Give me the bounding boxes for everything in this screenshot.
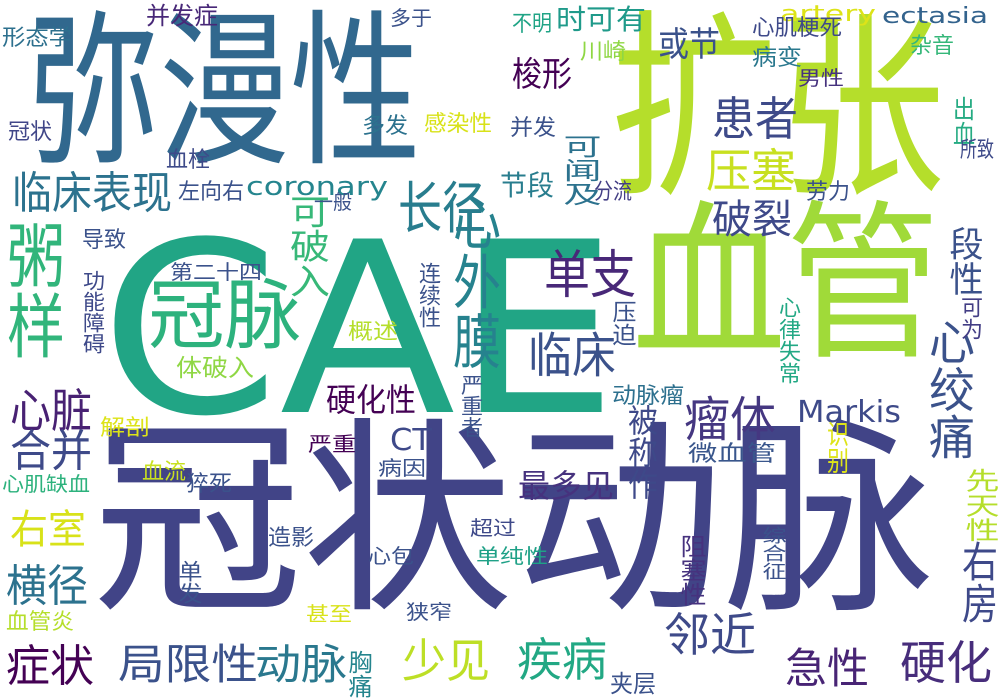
word-24: 动脉 [255, 640, 347, 689]
word-5: 血管 [632, 186, 940, 384]
word-22: 症状 [6, 641, 94, 692]
word-57: 多发 [362, 114, 408, 139]
word-27: 邻近 [664, 608, 756, 662]
word-19: 合并 [10, 426, 92, 477]
word-23: 局限性 [118, 640, 258, 689]
word-60: 所致 [960, 138, 994, 163]
word-68: 功能障碍 [79, 270, 104, 354]
word-7: 粥样 [0, 220, 65, 360]
word-96: 胸痛 [344, 650, 372, 698]
word-78: 被称作 [622, 404, 657, 500]
word-10: 患者 [712, 92, 798, 146]
word-67: 第二十四 [170, 260, 262, 284]
word-75: 动脉瘤 [612, 384, 684, 409]
word-43: 段性 [943, 226, 983, 296]
word-26: 疾病 [517, 633, 607, 687]
word-90: 心包 [368, 544, 414, 568]
word-85: 先天性 [959, 468, 999, 542]
word-74: 严重者 [457, 374, 482, 438]
word-52: 川崎 [580, 40, 626, 65]
word-32: CT [390, 423, 432, 458]
word-48: 不明 [512, 12, 552, 37]
word-61: 血栓 [166, 148, 210, 173]
word-56: 冠状 [8, 120, 52, 145]
word-8: 心外膜 [444, 192, 500, 370]
word-40: 时可有 [556, 3, 646, 36]
word-4: 弥漫性 [28, 0, 421, 190]
word-3: 扩张 [610, 0, 945, 226]
word-89: 综合征 [758, 526, 786, 580]
word-11: 压塞 [706, 144, 796, 198]
word-58: 感染性 [424, 112, 492, 137]
word-81: 心肌缺血 [2, 472, 90, 496]
word-41: 节段 [500, 169, 554, 202]
word-44: 可破入 [283, 194, 329, 298]
word-70: 心律失常 [775, 296, 800, 384]
word-39: 或节 [658, 25, 720, 65]
word-51: 杂音 [910, 34, 954, 59]
word-80: 识别 [823, 420, 848, 474]
word-29: 硬化 [900, 636, 992, 690]
word-62: 左向右 [178, 180, 244, 205]
word-38: 梭形 [512, 55, 572, 95]
word-59: 并发 [510, 116, 556, 141]
word-95: 血管炎 [6, 610, 74, 635]
word-42: 可闻及 [557, 134, 601, 206]
word-35: coronary [246, 172, 388, 202]
word-79: 微血管 [688, 442, 776, 467]
word-28: 急性 [785, 644, 869, 693]
word-50: 病变 [752, 46, 802, 71]
word-88: 单纯性 [476, 544, 548, 568]
word-49: 心肌梗死 [752, 16, 842, 41]
word-16: 瘤体 [684, 392, 776, 448]
word-15: 临床 [528, 328, 616, 384]
word-20: 右室 [10, 507, 86, 553]
word-87: 造影 [268, 526, 314, 551]
word-2: 冠状动脉 [92, 401, 935, 643]
word-73: 概述 [348, 320, 398, 345]
word-83: 病因 [378, 456, 426, 480]
word-65: 一般 [314, 190, 352, 214]
word-34: 硬化性 [326, 381, 416, 419]
word-13: 破裂 [712, 197, 792, 243]
word-93: 甚至 [306, 602, 352, 626]
word-94: 狭窄 [406, 600, 452, 624]
word-97: 夹层 [610, 670, 656, 698]
word-21: 横径 [6, 561, 88, 612]
word-63: 劳力 [806, 180, 850, 205]
word-54: 男性 [798, 66, 844, 90]
word-18: 心脏 [10, 384, 92, 438]
word-46: 并发症 [146, 2, 218, 30]
word-36: artery [780, 2, 876, 27]
word-30: 右房 [956, 540, 997, 624]
word-66: 导致 [82, 228, 126, 253]
word-91: 阻塞性 [676, 534, 706, 606]
word-77: 严重 [308, 432, 356, 456]
word-86: 超过 [470, 516, 516, 540]
word-69: 连续性 [415, 262, 440, 328]
word-72: 压迫 [608, 300, 636, 346]
word-53: 形态学 [2, 26, 72, 51]
word-82: 血流 [142, 460, 186, 485]
word-76: 解剖 [100, 416, 150, 441]
word-12: 长径 [398, 177, 486, 242]
word-71: 可为 [957, 296, 982, 340]
word-31: Markis [797, 395, 901, 430]
word-45: 体破入 [176, 354, 254, 382]
word-84: 猝死 [186, 472, 232, 497]
word-47: 多于 [390, 6, 432, 30]
word-37: ectasia [882, 4, 988, 29]
word-9: 临床表现 [12, 168, 172, 219]
word-17: 心绞痛 [922, 318, 976, 460]
word-55: 出血 [949, 96, 974, 146]
word-33: 最多见 [518, 467, 614, 505]
word-6: 冠脉 [148, 271, 301, 360]
word-64: 分流 [594, 180, 632, 205]
word-14: 单支 [544, 246, 636, 306]
word-1: CAE [100, 192, 618, 469]
word-25: 少见 [402, 634, 490, 688]
word-92: 单发 [174, 560, 202, 604]
